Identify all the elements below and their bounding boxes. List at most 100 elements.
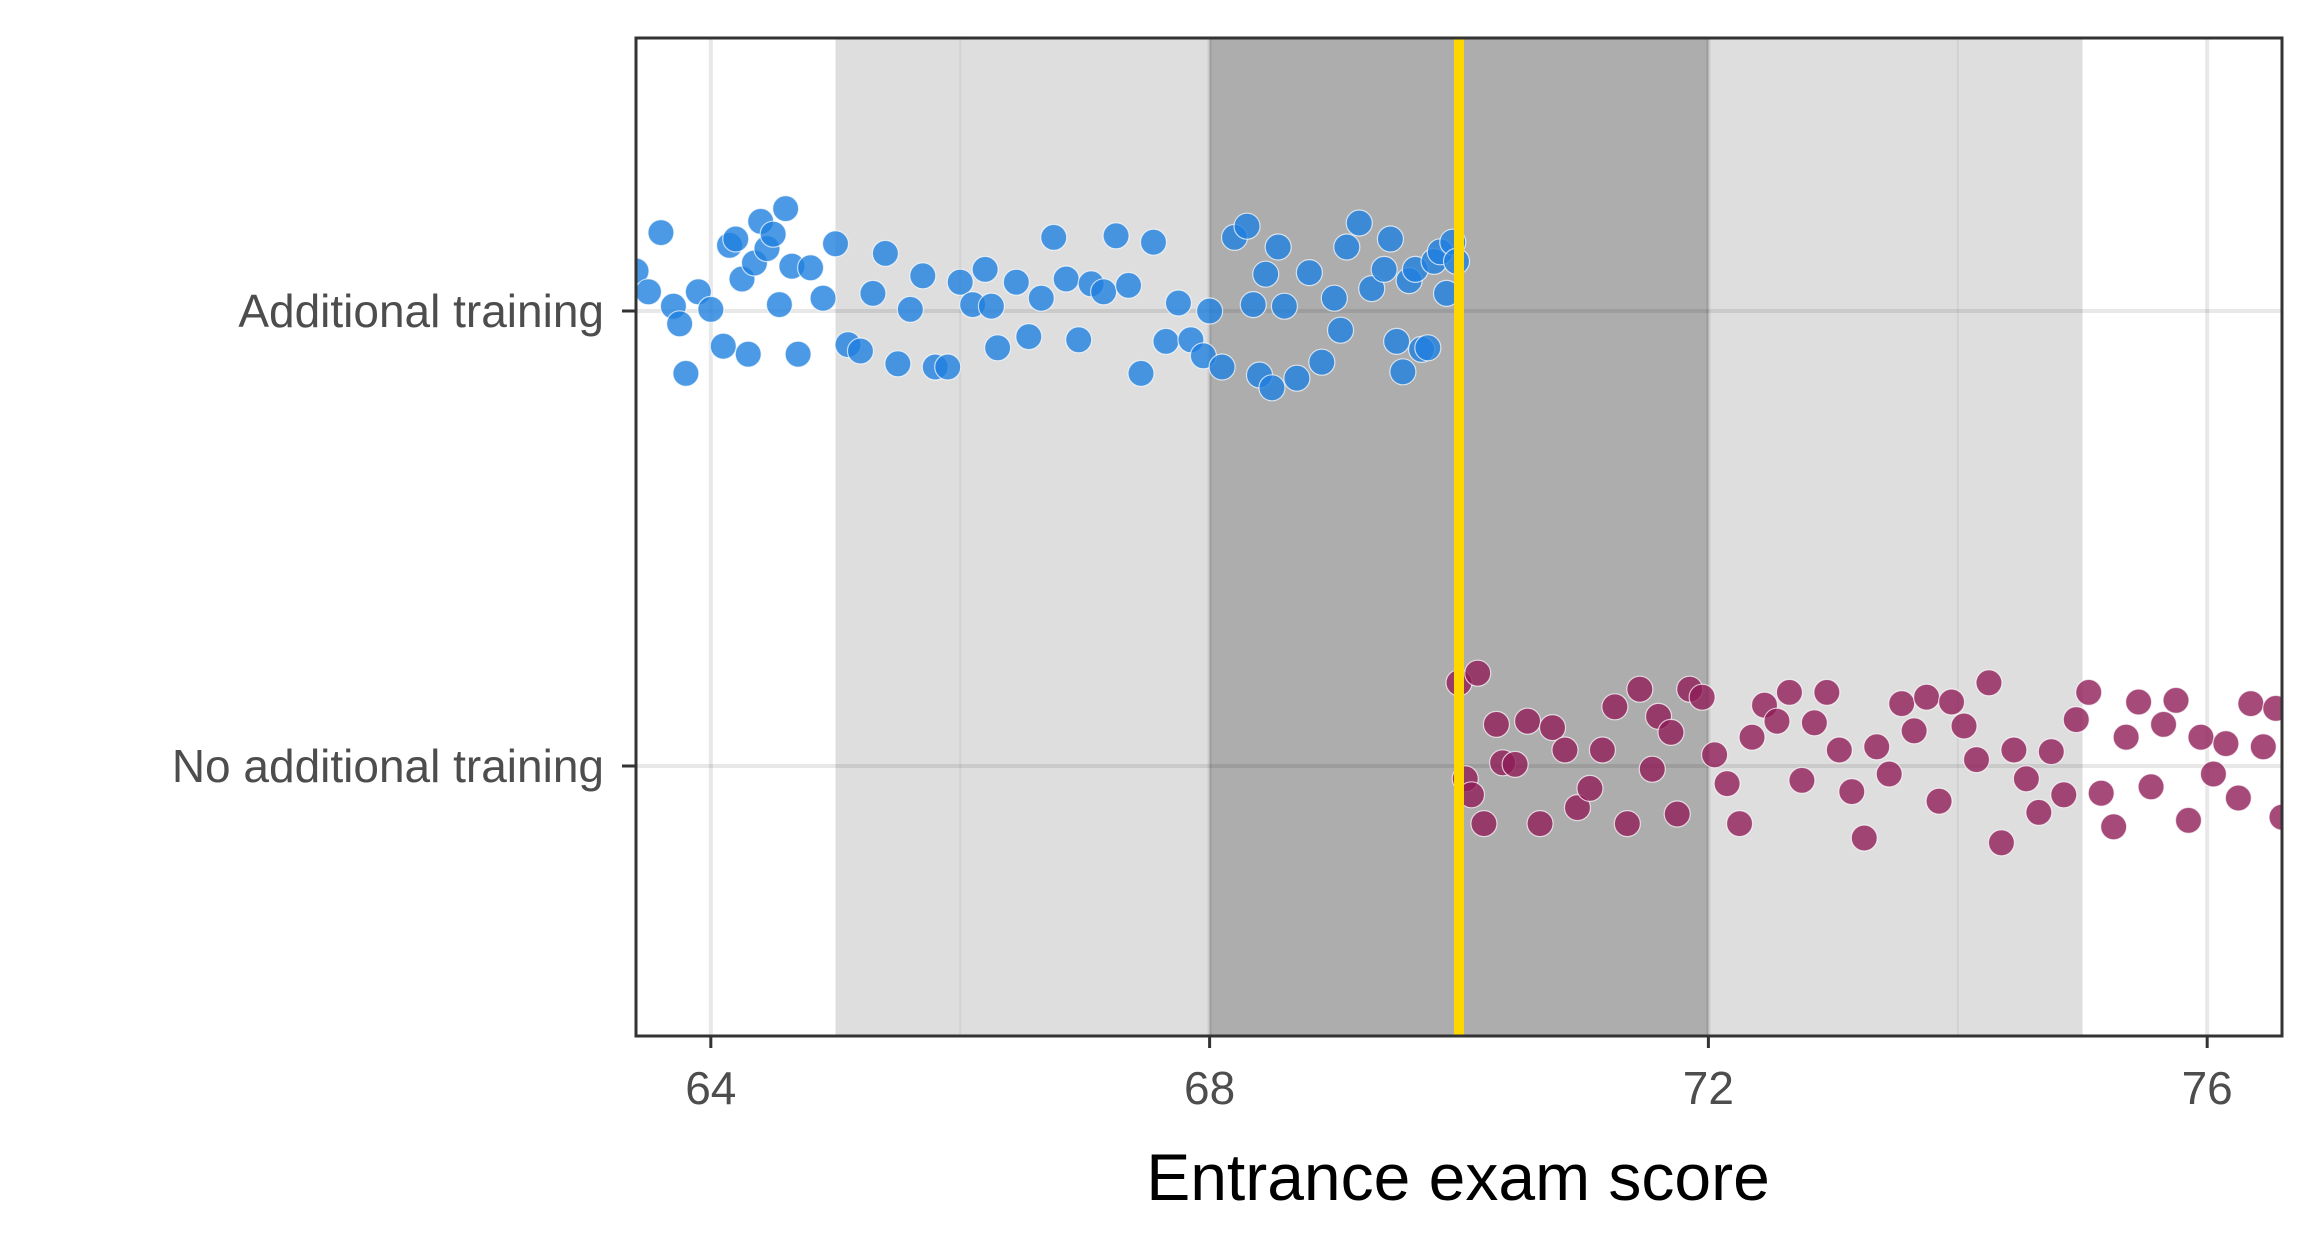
point-no-additional-training [2224, 784, 2252, 812]
point-no-additional-training [1713, 769, 1741, 798]
point-no-additional-training [1470, 809, 1498, 838]
point-no-additional-training [2050, 781, 2078, 809]
point-additional-training [709, 332, 737, 360]
point-additional-training [1065, 326, 1093, 354]
point-additional-training [1389, 358, 1417, 386]
point-no-additional-training [1501, 750, 1529, 779]
point-additional-training [1052, 265, 1080, 293]
point-additional-training [1333, 233, 1361, 261]
point-no-additional-training [1576, 774, 1604, 803]
point-no-additional-training [2262, 694, 2282, 722]
point-additional-training [1114, 271, 1143, 299]
point-no-additional-training [1464, 659, 1492, 687]
point-no-additional-training [1738, 723, 1766, 751]
point-no-additional-training [1850, 824, 1878, 852]
point-additional-training [784, 340, 812, 368]
point-additional-training [672, 359, 700, 387]
point-additional-training [984, 334, 1012, 362]
point-additional-training [977, 292, 1005, 320]
point-no-additional-training [2137, 773, 2165, 801]
point-no-additional-training [1663, 800, 1691, 828]
point-no-additional-training [2000, 736, 2028, 764]
point-additional-training [1320, 284, 1348, 312]
point-no-additional-training [1551, 736, 1579, 764]
x-tick-label: 64 [685, 1062, 736, 1114]
point-no-additional-training [1950, 712, 1978, 740]
point-no-additional-training [1813, 678, 1841, 707]
point-additional-training [846, 337, 875, 365]
point-additional-training [666, 310, 694, 338]
point-additional-training [884, 350, 912, 378]
point-no-additional-training [2037, 737, 2065, 766]
point-no-additional-training [1538, 713, 1567, 742]
point-no-additional-training [2025, 798, 2053, 827]
point-no-additional-training [2100, 813, 2128, 841]
point-no-additional-training [1725, 809, 1754, 838]
point-no-additional-training [2174, 806, 2203, 835]
point-additional-training [1027, 284, 1055, 312]
point-additional-training [1233, 212, 1261, 240]
point-additional-training [1139, 228, 1168, 256]
data-points [636, 195, 2282, 857]
point-no-additional-training [2162, 686, 2190, 715]
point-additional-training [765, 291, 794, 319]
point-additional-training [1370, 255, 1398, 283]
point-additional-training [1127, 359, 1155, 387]
point-no-additional-training [1601, 693, 1629, 721]
point-additional-training [859, 279, 887, 307]
point-additional-training [734, 340, 762, 368]
point-no-additional-training [2075, 678, 2103, 707]
point-no-additional-training [1863, 733, 1891, 761]
point-additional-training [1040, 223, 1068, 251]
point-no-additional-training [1987, 829, 2016, 857]
point-additional-training [971, 255, 999, 283]
point-additional-training [909, 262, 937, 290]
point-additional-training [1376, 225, 1405, 253]
point-additional-training [934, 353, 962, 381]
point-additional-training [1358, 275, 1386, 303]
point-additional-training [772, 195, 800, 223]
point-additional-training [1152, 327, 1180, 355]
point-additional-training [1090, 278, 1118, 306]
point-no-additional-training [1513, 707, 1542, 735]
plot-panel [636, 38, 2282, 1036]
point-additional-training [1283, 364, 1311, 392]
point-additional-training [1345, 209, 1373, 237]
point-no-additional-training [1838, 777, 1866, 806]
point-no-additional-training [1482, 710, 1511, 739]
x-axis-title: Entrance exam score [1146, 1140, 1770, 1214]
point-additional-training [759, 220, 787, 248]
point-no-additional-training [2062, 705, 2090, 734]
point-no-additional-training [2187, 723, 2215, 751]
point-no-additional-training [1588, 736, 1617, 764]
point-additional-training [636, 257, 650, 285]
point-additional-training [1252, 260, 1280, 288]
y-tick-label: Additional training [238, 285, 604, 337]
point-no-additional-training [1800, 709, 1828, 737]
point-no-additional-training [2199, 760, 2228, 788]
point-no-additional-training [1788, 766, 1816, 795]
point-no-additional-training [1962, 745, 1991, 774]
point-no-additional-training [2087, 779, 2115, 807]
point-additional-training [647, 219, 675, 247]
x-tick-label: 76 [2182, 1062, 2233, 1114]
point-no-additional-training [2112, 723, 2140, 751]
point-additional-training [1383, 327, 1411, 355]
point-no-additional-training [1563, 793, 1592, 822]
point-no-additional-training [1613, 809, 1641, 838]
point-additional-training [1002, 268, 1030, 296]
point-no-additional-training [1875, 760, 1903, 788]
point-no-additional-training [1657, 718, 1685, 747]
point-additional-training [1015, 323, 1043, 351]
point-no-additional-training [1775, 678, 1804, 707]
x-tick-label: 72 [1683, 1062, 1734, 1114]
point-no-additional-training [2149, 710, 2178, 739]
point-additional-training [1239, 291, 1267, 319]
x-tick-label: 68 [1184, 1062, 1235, 1114]
point-no-additional-training [1763, 707, 1791, 735]
point-no-additional-training [1688, 683, 1716, 711]
point-additional-training [1102, 222, 1130, 250]
point-no-additional-training [2249, 733, 2277, 761]
